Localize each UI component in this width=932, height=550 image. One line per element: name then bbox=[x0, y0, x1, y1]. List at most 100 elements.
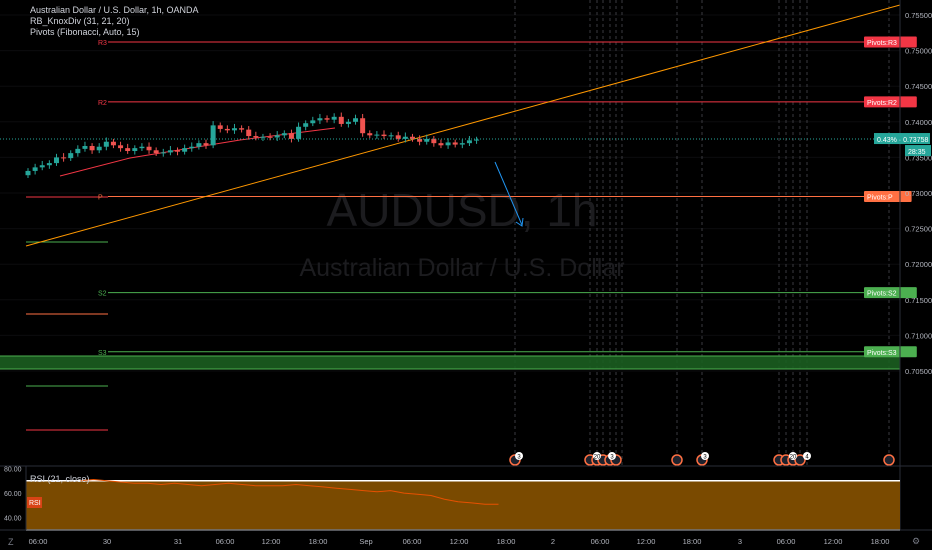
candle-body bbox=[324, 118, 330, 120]
candle-body bbox=[267, 136, 273, 138]
candle-body bbox=[89, 146, 95, 151]
last-price-box bbox=[874, 133, 930, 145]
pivot-tag-text: Pivots:S3 bbox=[867, 350, 897, 357]
grid-lines bbox=[0, 14, 900, 372]
candle-body bbox=[431, 138, 437, 144]
candle-body bbox=[32, 167, 38, 171]
candle-body bbox=[260, 136, 266, 138]
time-tick-label: 18:00 bbox=[683, 537, 702, 546]
watermark-symbol: AUDUSD, 1h bbox=[327, 184, 598, 236]
countdown-text: 28:35 bbox=[908, 149, 926, 156]
time-tick-label: 31 bbox=[174, 537, 182, 546]
legend-indicator-pivots[interactable]: Pivots (Fibonacci, Auto, 15) bbox=[30, 27, 140, 37]
candle-body bbox=[338, 116, 344, 124]
pivot-tag bbox=[864, 96, 917, 108]
candle-body bbox=[281, 133, 287, 136]
event-count-badge bbox=[515, 452, 523, 460]
candle-body bbox=[217, 125, 223, 129]
candle-body bbox=[452, 142, 458, 145]
time-tick-label: 12:00 bbox=[450, 537, 469, 546]
candle-body bbox=[61, 157, 67, 159]
candle-body bbox=[445, 142, 451, 146]
event-count: 3 bbox=[610, 455, 614, 461]
candle-body bbox=[231, 128, 237, 131]
candle-body bbox=[353, 118, 359, 122]
candle-body bbox=[189, 146, 195, 149]
last-price-text: 0.43% · 0.73758 bbox=[877, 137, 928, 144]
event-count: 3 bbox=[517, 455, 521, 461]
pivot-tag-text: Pivots:R3 bbox=[867, 40, 897, 47]
event-count: 20 bbox=[790, 455, 797, 461]
event-marker bbox=[671, 454, 683, 466]
time-tick-label: 06:00 bbox=[29, 537, 48, 546]
event-count: 20 bbox=[594, 455, 601, 461]
candle-body bbox=[110, 141, 116, 146]
price-tick-label: 0.72000 bbox=[905, 260, 932, 269]
price-tick-label: 0.70500 bbox=[905, 367, 932, 376]
price-tick-label: 0.71000 bbox=[905, 331, 932, 340]
rsi-tag-box bbox=[27, 497, 42, 508]
event-markers: 3 20 3 3 20 4 bbox=[509, 452, 895, 466]
candle-body bbox=[367, 133, 373, 136]
candle-body bbox=[82, 146, 88, 149]
price-axis: 0.75500 0.75000 0.74500 0.74000 0.73500 0.730… bbox=[874, 0, 932, 530]
legend-indicator-knoxdiv[interactable]: RB_KnoxDiv (31, 21, 20) bbox=[30, 16, 130, 26]
countdown-box bbox=[905, 145, 931, 157]
chart-legend: Australian Dollar / U.S. Dollar, 1h, OAN… bbox=[30, 5, 199, 38]
pivot-tag bbox=[864, 346, 917, 358]
price-tick-label: 0.73500 bbox=[905, 153, 932, 162]
candle-body bbox=[53, 157, 59, 164]
candle-body bbox=[381, 134, 387, 137]
pivot-tag bbox=[864, 36, 917, 48]
candle-body bbox=[303, 123, 309, 127]
candle-body bbox=[68, 153, 74, 159]
candle-body bbox=[182, 148, 188, 152]
candle-body bbox=[239, 128, 245, 130]
candle-body bbox=[224, 128, 230, 131]
watermark: AUDUSD, 1h Australian Dollar / U.S. Doll… bbox=[299, 184, 624, 282]
time-tick-label: Sep bbox=[359, 537, 372, 546]
candle-body bbox=[253, 136, 259, 138]
timezone-icon[interactable]: Z bbox=[8, 537, 14, 547]
price-tick-label: 0.73000 bbox=[905, 189, 932, 198]
pivot-tag bbox=[864, 287, 917, 299]
candle-body bbox=[409, 136, 415, 139]
candle-body bbox=[331, 116, 337, 120]
legend-symbol: Australian Dollar / U.S. Dollar, 1h, OAN… bbox=[30, 5, 199, 15]
candle-body bbox=[459, 143, 465, 145]
zone-rect bbox=[0, 356, 900, 369]
price-tick-label: 0.74000 bbox=[905, 118, 932, 127]
candle-body bbox=[118, 145, 124, 149]
watermark-name: Australian Dollar / U.S. Dollar bbox=[299, 254, 624, 282]
pivot-tag-text: Pivots:S2 bbox=[867, 291, 897, 298]
pivot-label: R3 bbox=[98, 40, 107, 47]
gear-icon[interactable]: ⚙ bbox=[912, 536, 921, 546]
rsi-legend[interactable]: RSI (21, close) bbox=[30, 474, 90, 484]
candle-body bbox=[417, 138, 423, 142]
candle-body bbox=[196, 143, 202, 147]
candle-body bbox=[167, 150, 173, 153]
candle-body bbox=[160, 152, 166, 154]
pivot-tag-text: Pivots:R2 bbox=[867, 100, 897, 107]
candle-body bbox=[274, 135, 280, 138]
candle-body bbox=[39, 165, 45, 168]
candle-body bbox=[360, 118, 366, 134]
time-tick-label: 18:00 bbox=[871, 537, 890, 546]
candle-body bbox=[75, 148, 81, 154]
candle-body bbox=[139, 146, 145, 149]
rsi-tick-label: 40.00 bbox=[4, 516, 22, 523]
price-tick-label: 0.75000 bbox=[905, 47, 932, 56]
time-tick-label: 06:00 bbox=[403, 537, 422, 546]
candle-body bbox=[395, 135, 401, 139]
rsi-tick-label: 80.00 bbox=[4, 466, 22, 473]
candle-body bbox=[296, 126, 302, 139]
candle-body bbox=[153, 150, 159, 154]
trend-line bbox=[25, 4, 901, 247]
time-tick-label: 18:00 bbox=[497, 537, 516, 546]
event-count: 4 bbox=[805, 455, 809, 461]
candle-body bbox=[438, 143, 444, 146]
time-tick-label: 18:00 bbox=[309, 537, 328, 546]
candle-body bbox=[388, 135, 394, 137]
event-count-badge bbox=[593, 452, 601, 460]
